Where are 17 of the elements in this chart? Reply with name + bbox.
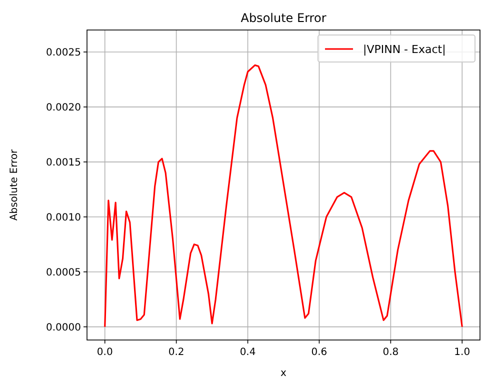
y-axis-title: Absolute Error [9, 148, 20, 221]
y-tick-label: 0.0000 [46, 322, 81, 334]
y-tick-label: 0.0005 [46, 267, 81, 278]
x-tick-label: 0.8 [382, 347, 399, 358]
chart-title: Absolute Error [240, 11, 326, 25]
x-tick-label: 0.2 [168, 347, 184, 358]
legend-label: |VPINN - Exact| [363, 43, 446, 56]
x-axis-title: x [280, 368, 287, 379]
x-tick-label: 0.0 [96, 347, 113, 358]
x-tick-label: 0.6 [311, 347, 328, 358]
x-tick-label: 0.4 [240, 347, 256, 358]
y-tick-label: 0.0020 [46, 102, 81, 114]
y-tick-label: 0.0025 [46, 47, 81, 58]
line-series [104, 64, 463, 328]
y-tick-label: 0.0010 [46, 212, 81, 224]
x-tick-label: 1.0 [454, 347, 470, 358]
y-tick-label: 0.0015 [46, 157, 81, 168]
